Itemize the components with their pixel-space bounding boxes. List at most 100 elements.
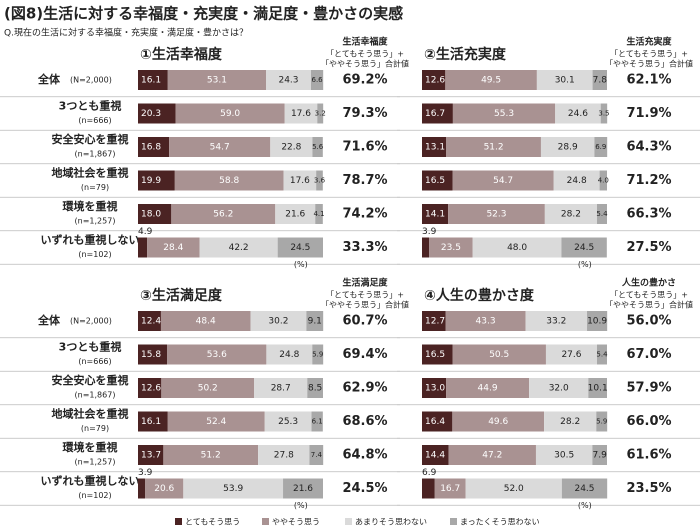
- value-label: 21.6: [285, 210, 305, 220]
- bar-segment: [422, 137, 447, 157]
- category-note: (N=2,000): [70, 76, 112, 85]
- bar-segment: [592, 445, 607, 465]
- total-header: 人生の豊かさ: [621, 277, 676, 289]
- value-label: 16.5: [425, 350, 445, 360]
- value-label: 12.7: [425, 317, 445, 327]
- total-value: 79.3%: [342, 106, 387, 121]
- category-label: 地域社会を重視: [52, 407, 129, 421]
- category-label: 地域社会を重視: [52, 166, 129, 180]
- bar-segment: [592, 70, 607, 90]
- value-label: 47.2: [482, 451, 502, 461]
- total-value: 69.4%: [342, 347, 387, 362]
- value-label: 6.9: [595, 143, 606, 151]
- value-label: 5.4: [596, 210, 608, 218]
- value-label: 24.8: [279, 350, 299, 360]
- bar-segment: [266, 70, 311, 90]
- bar-segment: [183, 478, 284, 499]
- bar-segment: [175, 103, 285, 124]
- value-label: 49.6: [488, 417, 508, 427]
- bar-segment: [525, 311, 588, 331]
- category-note: (n=102): [78, 491, 111, 500]
- value-label: 27.8: [274, 451, 294, 461]
- total-value: 67.0%: [626, 347, 671, 362]
- value-label: 13.1: [425, 143, 445, 153]
- bar-segment: [545, 344, 598, 365]
- value-label: 16.5: [425, 176, 445, 186]
- value-label: 33.2: [546, 317, 566, 327]
- value-label: 18.0: [141, 210, 161, 220]
- value-label: 5.6: [312, 143, 324, 151]
- legend-swatch: [262, 518, 269, 525]
- legend-swatch: [345, 518, 352, 525]
- value-label: 7.9: [593, 451, 608, 461]
- value-label: 12.6: [425, 76, 445, 86]
- bar-segment: [145, 478, 184, 499]
- bar-segment: [138, 70, 168, 90]
- value-label: 5.9: [312, 351, 323, 359]
- value-label: 54.7: [493, 176, 513, 186]
- value-label: 17.6: [290, 176, 310, 186]
- category-label: 3つとも重視: [59, 99, 122, 113]
- bar-segment: [540, 137, 595, 157]
- value-label: 14.4: [425, 451, 445, 461]
- bar-segment: [555, 103, 601, 124]
- total-header: 「とてもそう思う」+: [326, 50, 404, 59]
- category-note: (n=1,257): [75, 458, 116, 467]
- value-label: 14.1: [425, 210, 445, 220]
- value-label: 21.6: [293, 484, 313, 494]
- total-value: 64.3%: [626, 140, 671, 155]
- bar-segment: [138, 237, 148, 258]
- bar-segment: [422, 237, 430, 258]
- bar-segment: [445, 311, 526, 331]
- bar-segment: [312, 137, 323, 157]
- total-header: 「ややそう思う」合計値: [605, 300, 693, 310]
- panel-title: ③生活満足度: [140, 287, 223, 304]
- bar-segment: [283, 170, 317, 191]
- bar-segment: [310, 70, 324, 90]
- category-label: 3つとも重視: [59, 340, 122, 354]
- value-label: 3.6: [314, 177, 326, 185]
- bar-segment: [535, 445, 593, 465]
- bar-segment: [529, 378, 589, 398]
- value-label: 7.4: [311, 451, 323, 459]
- category-label: 環境を重視: [63, 199, 118, 213]
- value-label: 27.6: [561, 350, 581, 360]
- category-label: いずれも重視しない: [41, 474, 140, 488]
- legend-label: まったくそう思わない: [460, 518, 540, 527]
- bar-segment: [317, 103, 324, 124]
- bar-segment: [312, 344, 324, 365]
- value-label: 7.8: [593, 76, 608, 86]
- bar-segment: [448, 445, 536, 465]
- value-label: 51.2: [484, 143, 504, 153]
- value-label: 13.7: [141, 451, 161, 461]
- bar-segment: [254, 378, 308, 398]
- value-label: 24.5: [574, 484, 594, 494]
- value-label: 6.9: [422, 468, 437, 478]
- bar-segment: [422, 344, 453, 365]
- category-label: 安全安心を重視: [52, 373, 129, 387]
- bar-segment: [446, 137, 541, 157]
- bar-segment: [161, 378, 255, 398]
- bar-segment: [138, 411, 168, 432]
- value-label: 53.1: [207, 76, 227, 86]
- value-label: 28.9: [558, 143, 578, 153]
- value-label: 53.6: [207, 350, 227, 360]
- value-label: 16.1: [141, 417, 161, 427]
- category-note: (n=79): [81, 183, 109, 192]
- value-label: 42.2: [229, 243, 249, 253]
- value-label: 28.2: [560, 417, 580, 427]
- total-value: 71.9%: [626, 106, 671, 121]
- total-header: 「ややそう思う」合計値: [321, 300, 409, 310]
- bar-segment: [167, 70, 267, 90]
- total-value: 24.5%: [342, 481, 387, 496]
- category-note: (n=102): [78, 250, 111, 259]
- value-label: 13.0: [425, 384, 445, 394]
- total-value: 57.9%: [626, 381, 671, 396]
- legend-swatch: [450, 518, 457, 525]
- value-label: 25.3: [278, 417, 298, 427]
- bar-segment: [160, 311, 251, 331]
- bar-segment: [596, 411, 608, 432]
- bar-segment: [316, 170, 323, 191]
- bar-segment: [599, 170, 607, 191]
- bar-segment: [138, 311, 161, 331]
